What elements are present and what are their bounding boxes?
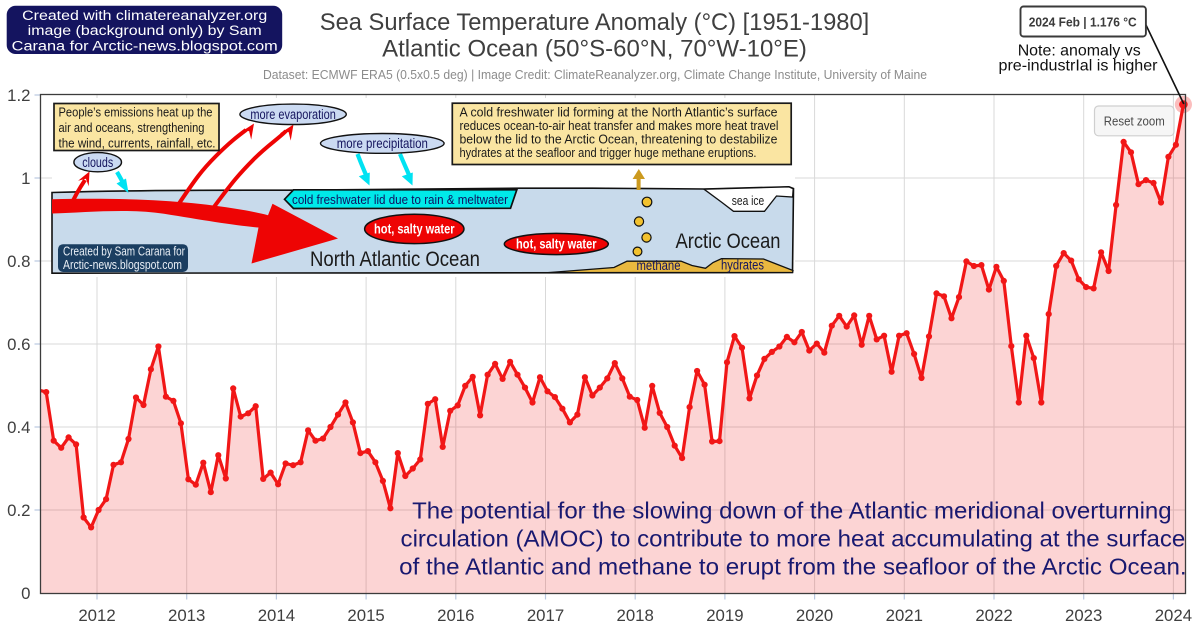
- svg-text:Dataset: ECMWF ERA5 (0.5x0.5 d: Dataset: ECMWF ERA5 (0.5x0.5 deg) | Imag…: [263, 67, 927, 82]
- svg-text:2019: 2019: [706, 606, 743, 625]
- svg-text:hot, salty water: hot, salty water: [516, 236, 597, 251]
- svg-text:Created with climatereanalyzer: Created with climatereanalyzer.org: [22, 8, 267, 24]
- svg-text:2017: 2017: [527, 606, 564, 625]
- svg-text:2024: 2024: [1155, 606, 1192, 625]
- svg-text:North Atlantic Ocean: North Atlantic Ocean: [310, 249, 480, 272]
- svg-text:hydrates: hydrates: [721, 257, 764, 272]
- svg-text:reduces ocean-to-air heat tran: reduces ocean-to-air heat transfer and m…: [460, 118, 779, 133]
- svg-text:2022: 2022: [975, 606, 1012, 625]
- svg-text:0.2: 0.2: [7, 501, 30, 520]
- svg-text:Atlantic Ocean (50°S-60°N, 70°: Atlantic Ocean (50°S-60°N, 70°W-10°E): [382, 36, 807, 63]
- svg-text:2014: 2014: [258, 606, 295, 625]
- svg-text:2024 Feb | 1.176 °C: 2024 Feb | 1.176 °C: [1029, 14, 1137, 29]
- svg-text:below the lid to the Arctic Oc: below the lid to the Arctic Ocean, threa…: [460, 131, 778, 146]
- svg-text:methane: methane: [636, 258, 680, 273]
- svg-text:hydrates at the seafloor and t: hydrates at the seafloor and trigger hug…: [460, 145, 757, 160]
- svg-text:2015: 2015: [347, 606, 384, 625]
- svg-text:sea ice: sea ice: [732, 195, 764, 208]
- svg-text:The potential for the slowing: The potential for the slowing down of th…: [412, 497, 1172, 523]
- svg-text:2012: 2012: [78, 606, 115, 625]
- svg-text:more evaporation: more evaporation: [250, 107, 336, 122]
- svg-text:2018: 2018: [617, 606, 654, 625]
- svg-text:cold freshwater lid due to rai: cold freshwater lid due to rain & meltwa…: [292, 192, 508, 207]
- svg-text:Created by Sam Carana for: Created by Sam Carana for: [63, 245, 185, 259]
- svg-text:Arctic-news.blogspot.com: Arctic-news.blogspot.com: [63, 258, 182, 272]
- svg-text:Arctic Ocean: Arctic Ocean: [676, 231, 781, 254]
- svg-text:2016: 2016: [437, 606, 474, 625]
- svg-text:circulation (AMOC) to contribu: circulation (AMOC) to contribute to more…: [401, 525, 1186, 551]
- svg-text:Sea Surface Temperature Anomal: Sea Surface Temperature Anomaly (°C) [19…: [320, 9, 870, 36]
- svg-text:0: 0: [21, 584, 30, 603]
- svg-text:pre-industrIal is higher: pre-industrIal is higher: [999, 58, 1159, 75]
- svg-text:image (background only) by Sam: image (background only) by Sam: [28, 23, 262, 39]
- svg-text:0.8: 0.8: [7, 252, 30, 271]
- svg-text:more precipitation: more precipitation: [337, 135, 428, 151]
- svg-text:1: 1: [21, 169, 30, 188]
- svg-text:A cold freshwater lid forming: A cold freshwater lid forming at the Nor…: [460, 104, 778, 119]
- svg-text:2013: 2013: [168, 606, 205, 625]
- svg-text:Note: anomaly vs: Note: anomaly vs: [1018, 43, 1141, 60]
- svg-text:Reset zoom: Reset zoom: [1104, 114, 1165, 129]
- svg-text:air and oceans, strengthening: air and oceans, strengthening: [59, 120, 205, 135]
- svg-text:0.4: 0.4: [7, 418, 30, 437]
- svg-text:1.2: 1.2: [7, 86, 30, 105]
- svg-text:clouds: clouds: [82, 154, 113, 170]
- svg-text:hot, salty water: hot, salty water: [374, 221, 455, 236]
- svg-text:2021: 2021: [886, 606, 923, 625]
- svg-text:the wind, currents, rainfall,: the wind, currents, rainfall, etc.: [59, 135, 216, 150]
- svg-text:2020: 2020: [796, 606, 833, 625]
- svg-text:People’s emissions heat up the: People’s emissions heat up the: [59, 104, 213, 119]
- svg-text:of the Atlantic and methane to: of the Atlantic and methane to erupt fro…: [399, 554, 1187, 580]
- svg-text:Carana for Arctic-news.blogspo: Carana for Arctic-news.blogspot.com: [12, 39, 278, 55]
- svg-text:0.6: 0.6: [7, 335, 30, 354]
- svg-text:2023: 2023: [1065, 606, 1102, 625]
